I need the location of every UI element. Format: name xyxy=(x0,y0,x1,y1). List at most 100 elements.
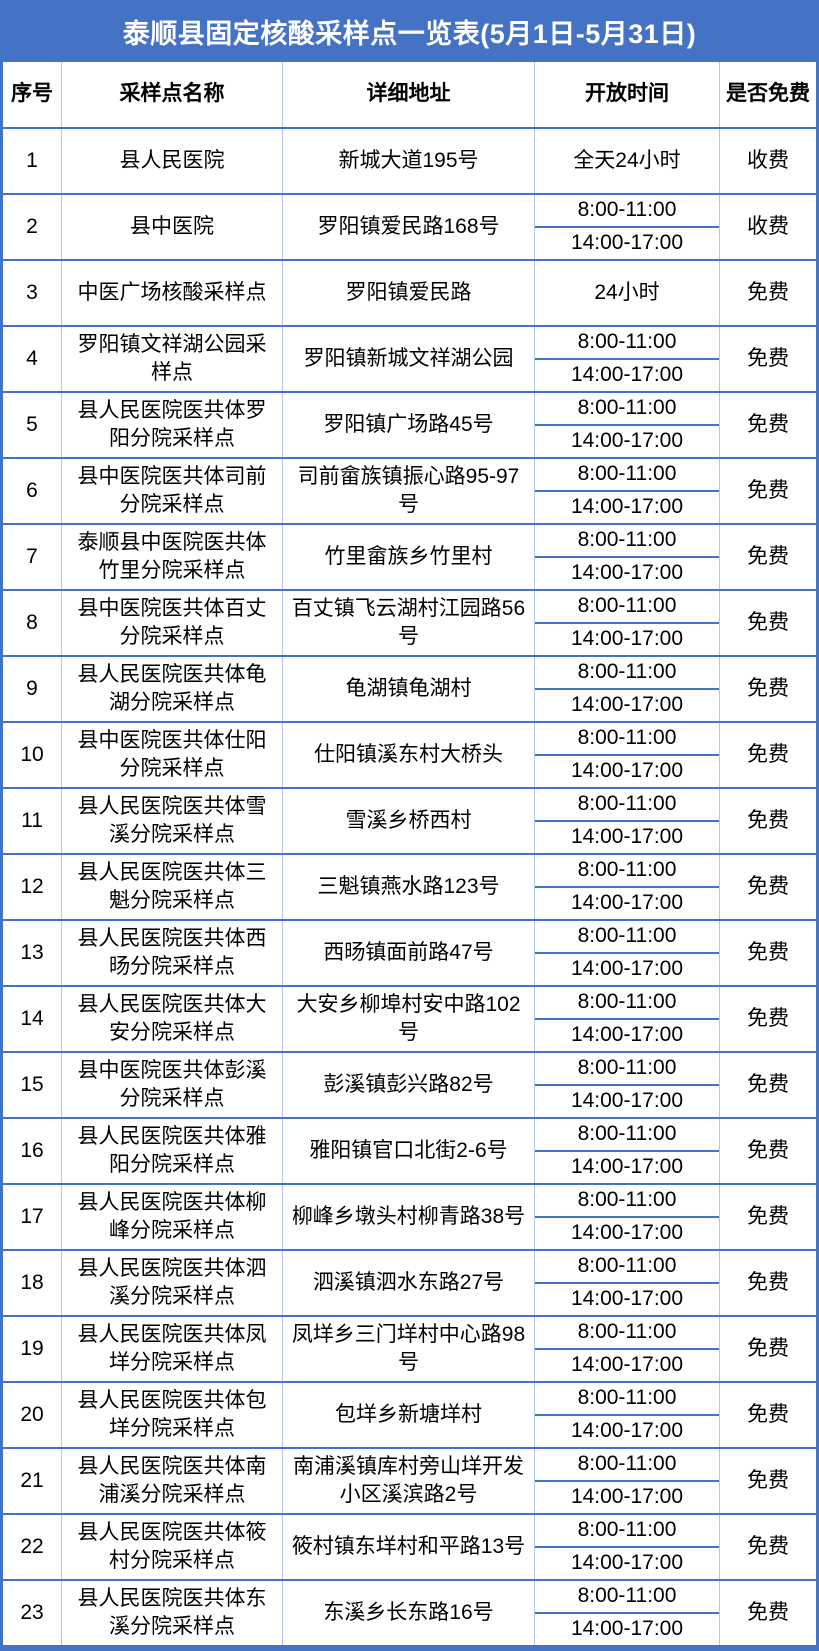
column-header: 序号 xyxy=(3,62,62,127)
address-cell: 罗阳镇新城文祥湖公园 xyxy=(283,327,535,391)
site-name-cell: 县中医院医共体司前分院采样点 xyxy=(62,459,283,523)
time-slot: 8:00-11:00 xyxy=(535,1119,719,1152)
table-row: 6 县中医院医共体司前分院采样点 司前畲族镇振心路95-97号 8:00-11:… xyxy=(3,457,816,523)
address-cell: 仕阳镇溪东村大桥头 xyxy=(283,723,535,787)
time-cell: 24小时 xyxy=(535,261,720,325)
time-slot: 8:00-11:00 xyxy=(535,1251,719,1284)
row-number-cell: 17 xyxy=(3,1185,62,1249)
row-number-cell: 10 xyxy=(3,723,62,787)
row-number-cell: 15 xyxy=(3,1053,62,1117)
address-cell: 龟湖镇龟湖村 xyxy=(283,657,535,721)
address-cell: 三魁镇燕水路123号 xyxy=(283,855,535,919)
address-cell: 罗阳镇爱民路 xyxy=(283,261,535,325)
row-number-cell: 6 xyxy=(3,459,62,523)
row-number-cell: 11 xyxy=(3,789,62,853)
time-cell: 8:00-11:00 14:00-17:00 xyxy=(535,1317,720,1381)
fee-cell: 免费 xyxy=(747,1402,789,1426)
fee-cell: 免费 xyxy=(747,280,789,304)
time-slot: 14:00-17:00 xyxy=(570,627,684,651)
site-name-cell: 县人民医院医共体南浦溪分院采样点 xyxy=(62,1449,283,1513)
table-row: 10 县中医院医共体仕阳分院采样点 仕阳镇溪东村大桥头 8:00-11:00 14… xyxy=(3,721,816,787)
time-slot: 14:00-17:00 xyxy=(570,759,684,783)
site-name-cell: 县人民医院医共体三魁分院采样点 xyxy=(62,855,283,919)
time-cell: 8:00-11:00 14:00-17:00 xyxy=(535,1053,720,1117)
site-name-cell: 县人民医院医共体柳峰分院采样点 xyxy=(62,1185,283,1249)
time-slot: 14:00-17:00 xyxy=(570,231,684,255)
table-row: 21 县人民医院医共体南浦溪分院采样点 南浦溪镇库村旁山垟开发小区溪滨路2号 8… xyxy=(3,1447,816,1513)
time-cell: 8:00-11:00 14:00-17:00 xyxy=(535,1383,720,1447)
row-number-cell: 2 xyxy=(3,195,62,259)
column-header: 详细地址 xyxy=(283,62,535,127)
time-slot: 14:00-17:00 xyxy=(570,495,684,519)
table-row: 14 县人民医院医共体大安分院采样点 大安乡柳埠村安中路102号 8:00-11… xyxy=(3,985,816,1051)
site-name-cell: 泰顺县中医院医共体竹里分院采样点 xyxy=(62,525,283,589)
address-cell: 新城大道195号 xyxy=(283,129,535,193)
table-body: 1 县人民医院 新城大道195号 全天24小时 收费 2 县中医院 罗阳镇爱民路… xyxy=(3,127,816,1645)
table-row: 17 县人民医院医共体柳峰分院采样点 柳峰乡墩头村柳青路38号 8:00-11:… xyxy=(3,1183,816,1249)
fee-cell: 免费 xyxy=(747,874,789,898)
address-cell: 百丈镇飞云湖村江园路56号 xyxy=(283,591,535,655)
time-cell: 8:00-11:00 14:00-17:00 xyxy=(535,1251,720,1315)
fee-cell: 免费 xyxy=(747,1204,789,1228)
address-cell: 凤垟乡三门垟村中心路98号 xyxy=(283,1317,535,1381)
time-cell: 8:00-11:00 14:00-17:00 xyxy=(535,525,720,589)
time-cell: 8:00-11:00 14:00-17:00 xyxy=(535,855,720,919)
time-slot: 8:00-11:00 xyxy=(535,657,719,690)
time-slot: 14:00-17:00 xyxy=(570,1419,684,1443)
fee-cell: 免费 xyxy=(747,478,789,502)
address-cell: 西旸镇面前路47号 xyxy=(283,921,535,985)
address-cell: 竹里畲族乡竹里村 xyxy=(283,525,535,589)
time-slot: 14:00-17:00 xyxy=(570,1023,684,1047)
table-row: 5 县人民医院医共体罗阳分院采样点 罗阳镇广场路45号 8:00-11:00 14… xyxy=(3,391,816,457)
time-cell: 全天24小时 xyxy=(535,129,720,193)
site-name-cell: 县人民医院医共体雅阳分院采样点 xyxy=(62,1119,283,1183)
time-slot: 14:00-17:00 xyxy=(570,693,684,717)
site-name-cell: 县人民医院医共体大安分院采样点 xyxy=(62,987,283,1051)
site-name-cell: 县人民医院医共体龟湖分院采样点 xyxy=(62,657,283,721)
time-slot: 8:00-11:00 xyxy=(535,987,719,1020)
address-cell: 司前畲族镇振心路95-97号 xyxy=(283,459,535,523)
fee-cell: 免费 xyxy=(747,808,789,832)
table-row: 7 泰顺县中医院医共体竹里分院采样点 竹里畲族乡竹里村 8:00-11:00 14… xyxy=(3,523,816,589)
time-slot: 全天24小时 xyxy=(573,148,681,172)
row-number-cell: 19 xyxy=(3,1317,62,1381)
time-slot: 8:00-11:00 xyxy=(535,525,719,558)
table-row: 20 县人民医院医共体包垟分院采样点 包垟乡新塘垟村 8:00-11:00 14:… xyxy=(3,1381,816,1447)
time-slot: 14:00-17:00 xyxy=(570,1617,684,1641)
time-cell: 8:00-11:00 14:00-17:00 xyxy=(535,1185,720,1249)
row-number-cell: 7 xyxy=(3,525,62,589)
time-slot: 8:00-11:00 xyxy=(535,723,719,756)
time-slot: 14:00-17:00 xyxy=(570,1089,684,1113)
site-name-cell: 中医广场核酸采样点 xyxy=(62,261,283,325)
time-cell: 8:00-11:00 14:00-17:00 xyxy=(535,1449,720,1513)
time-slot: 14:00-17:00 xyxy=(570,957,684,981)
time-slot: 14:00-17:00 xyxy=(570,1221,684,1245)
row-number-cell: 13 xyxy=(3,921,62,985)
address-cell: 雅阳镇官口北街2-6号 xyxy=(283,1119,535,1183)
time-slot: 8:00-11:00 xyxy=(535,459,719,492)
sampling-points-table: 序号 采样点名称 详细地址 开放时间 是否免费 1 县人民医院 新城大道195号 全天2… xyxy=(3,62,816,1645)
row-number-cell: 4 xyxy=(3,327,62,391)
address-cell: 彭溪镇彭兴路82号 xyxy=(283,1053,535,1117)
time-cell: 8:00-11:00 14:00-17:00 xyxy=(535,393,720,457)
row-number-cell: 9 xyxy=(3,657,62,721)
row-number-cell: 21 xyxy=(3,1449,62,1513)
time-slot: 14:00-17:00 xyxy=(570,825,684,849)
time-slot: 8:00-11:00 xyxy=(535,1383,719,1416)
site-name-cell: 县中医院医共体仕阳分院采样点 xyxy=(62,723,283,787)
time-slot: 14:00-17:00 xyxy=(570,561,684,585)
address-cell: 泗溪镇泗水东路27号 xyxy=(283,1251,535,1315)
site-name-cell: 县人民医院医共体泗溪分院采样点 xyxy=(62,1251,283,1315)
time-slot: 14:00-17:00 xyxy=(570,891,684,915)
address-cell: 筱村镇东垟村和平路13号 xyxy=(283,1515,535,1579)
site-name-cell: 县人民医院医共体筱村分院采样点 xyxy=(62,1515,283,1579)
row-number-cell: 14 xyxy=(3,987,62,1051)
time-slot: 8:00-11:00 xyxy=(535,1449,719,1482)
fee-cell: 免费 xyxy=(747,1336,789,1360)
row-number-cell: 16 xyxy=(3,1119,62,1183)
site-name-cell: 县人民医院医共体罗阳分院采样点 xyxy=(62,393,283,457)
table-row: 8 县中医院医共体百丈分院采样点 百丈镇飞云湖村江园路56号 8:00-11:0… xyxy=(3,589,816,655)
fee-cell: 免费 xyxy=(747,1468,789,1492)
site-name-cell: 县中医院 xyxy=(62,195,283,259)
